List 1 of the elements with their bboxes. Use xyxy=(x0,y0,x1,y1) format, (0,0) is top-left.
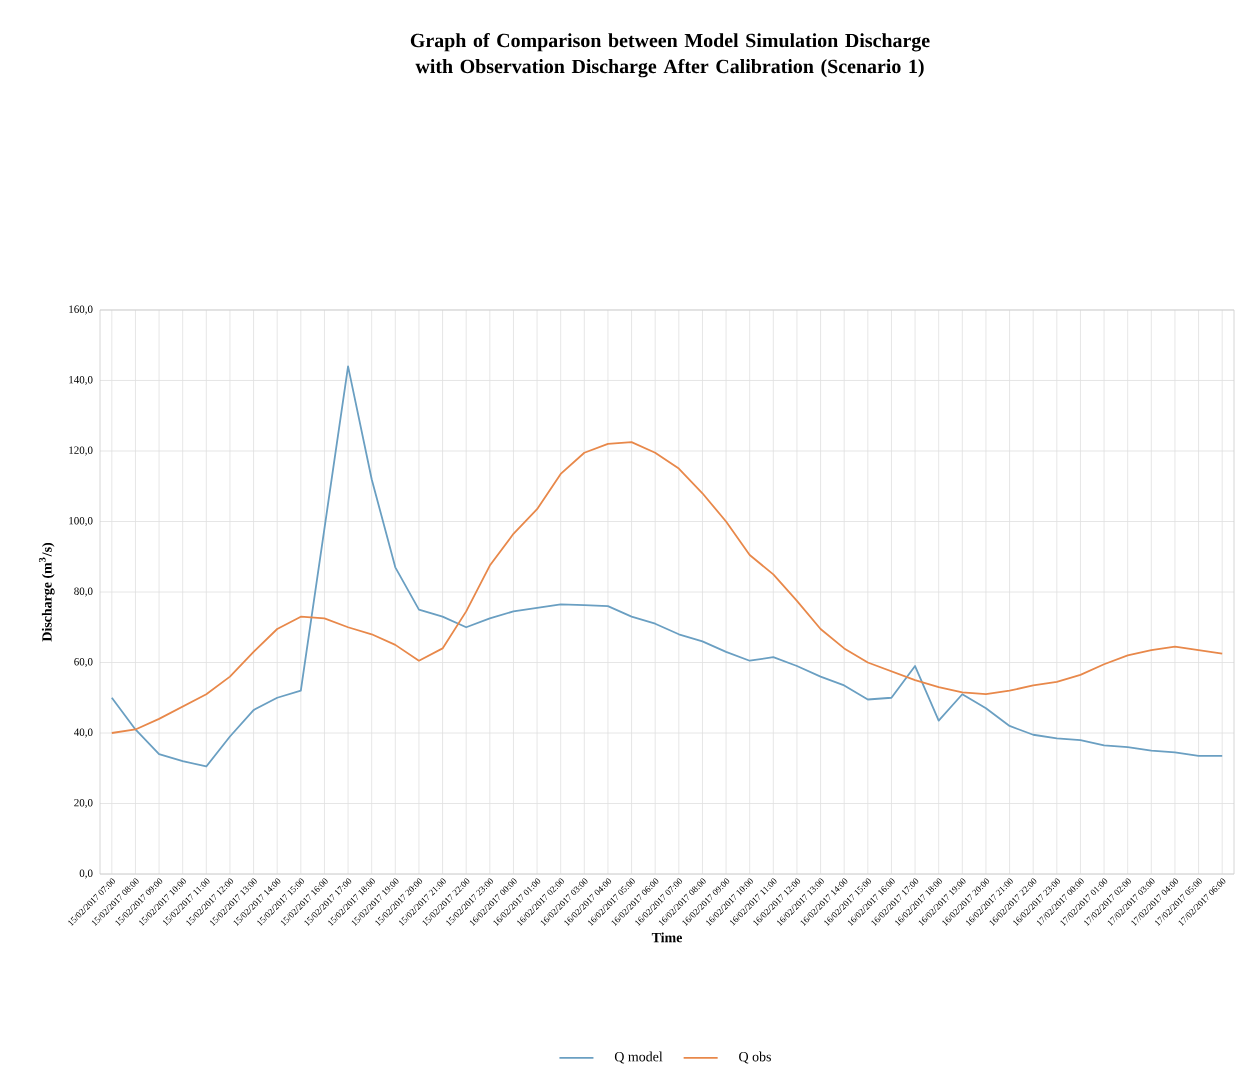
chart-title: Graph of Comparison between Model Simulation Discharge with Observation Discharge After Calibration (Scenario 1) xyxy=(410,33,930,78)
